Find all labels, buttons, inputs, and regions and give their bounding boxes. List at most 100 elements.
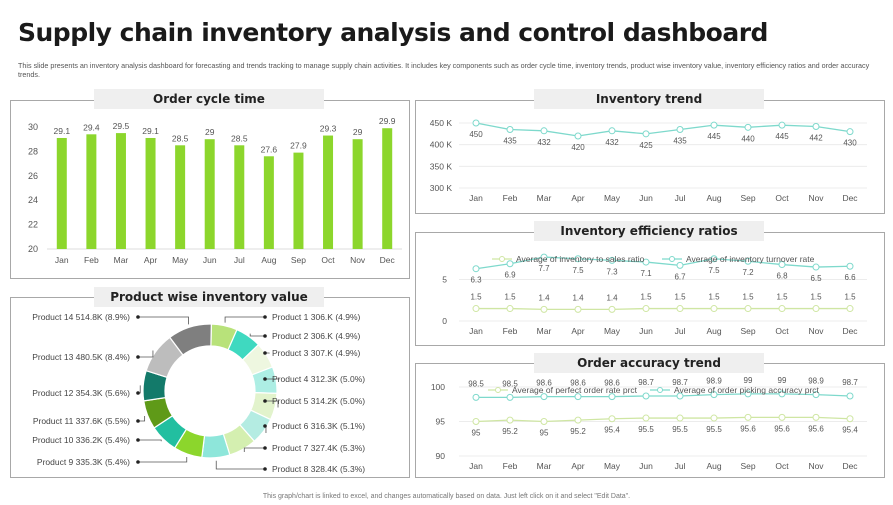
x-tick-label: Feb bbox=[503, 461, 518, 471]
data-point bbox=[710, 391, 718, 399]
x-tick-label: Feb bbox=[503, 193, 518, 203]
data-point bbox=[710, 305, 718, 313]
leader-line bbox=[224, 316, 265, 323]
data-point bbox=[778, 390, 786, 398]
leader-dot bbox=[263, 315, 267, 319]
y-tick-label: 0 bbox=[442, 316, 447, 326]
data-point bbox=[778, 413, 786, 421]
slice-label: Product 10 336.2K (5.4%) bbox=[32, 435, 130, 445]
data-label: 7.1 bbox=[640, 269, 652, 278]
bar-value-label: 29 bbox=[205, 127, 215, 137]
x-tick-label: Sep bbox=[740, 326, 755, 336]
slice-label: Product 7 327.4K (5.3%) bbox=[272, 443, 365, 453]
leader-line bbox=[138, 316, 189, 325]
y-tick-label: 350 K bbox=[430, 161, 453, 171]
data-label: 7.7 bbox=[538, 264, 550, 273]
slice-label: Product 4 312.3K (5.0%) bbox=[272, 374, 365, 384]
page-description: This slide presents an inventory analysi… bbox=[18, 61, 870, 79]
legend-marker bbox=[499, 256, 505, 262]
data-label: 445 bbox=[775, 132, 789, 141]
y-tick-label: 300 K bbox=[430, 183, 453, 193]
slice-label: Product 13 480.5K (8.4%) bbox=[32, 352, 130, 362]
data-label: 1.4 bbox=[606, 293, 618, 302]
x-tick-label: Mar bbox=[537, 193, 552, 203]
data-label: 1.4 bbox=[538, 293, 550, 302]
data-label: 98.6 bbox=[604, 379, 620, 388]
bar-value-label: 29.1 bbox=[142, 126, 159, 136]
x-tick-label: Aug bbox=[706, 193, 721, 203]
y-tick-label: 26 bbox=[28, 171, 38, 181]
data-label: 432 bbox=[605, 138, 619, 147]
x-tick-label: Oct bbox=[775, 326, 789, 336]
data-label: 98.7 bbox=[638, 378, 654, 387]
x-tick-label: Apr bbox=[571, 461, 584, 471]
series-line bbox=[476, 393, 851, 399]
efficiency-chart[interactable]: 0 5 Jan Feb Mar Apr May Jun Jul Aug Sep Oct Nov Dec 1.… bbox=[415, 243, 883, 343]
data-label: 95.5 bbox=[638, 425, 654, 434]
data-label: 98.9 bbox=[706, 377, 722, 386]
data-point bbox=[540, 253, 548, 261]
data-point bbox=[540, 305, 548, 313]
order-cycle-chart[interactable]: 20 22 24 26 28 30 29.1 Jan 29.4 Feb 29.5 Mar 29.1 Apr… bbox=[10, 110, 408, 270]
x-tick-label: Jun bbox=[639, 326, 653, 336]
data-point bbox=[574, 132, 582, 140]
data-point bbox=[710, 121, 718, 129]
slice-label: Product 9 335.3K (5.4%) bbox=[37, 457, 130, 467]
data-point bbox=[506, 260, 514, 268]
bar bbox=[323, 135, 334, 249]
slice-label: Product 8 328.4K (5.3%) bbox=[272, 464, 365, 474]
accuracy-title: Order accuracy trend bbox=[534, 353, 764, 373]
data-label: 95.5 bbox=[706, 425, 722, 434]
data-point bbox=[710, 414, 718, 422]
data-label: 435 bbox=[503, 137, 517, 146]
data-point bbox=[540, 418, 548, 425]
data-label: 435 bbox=[673, 137, 687, 146]
x-tick-label: Dec bbox=[380, 255, 396, 265]
data-label: 7.5 bbox=[572, 266, 584, 275]
x-tick-label: Nov bbox=[808, 193, 824, 203]
x-tick-label: Jun bbox=[639, 461, 653, 471]
x-tick-label: Jul bbox=[675, 461, 686, 471]
slice-label: Product 12 354.3K (5.6%) bbox=[32, 388, 130, 398]
product-value-title: Product wise inventory value bbox=[94, 287, 324, 307]
bar-value-label: 29 bbox=[353, 127, 363, 137]
bar bbox=[263, 156, 274, 249]
leader-line bbox=[138, 416, 146, 422]
y-tick-label: 30 bbox=[28, 122, 38, 132]
x-tick-label: Oct bbox=[775, 193, 789, 203]
data-point bbox=[642, 305, 650, 313]
data-point bbox=[676, 414, 684, 422]
leader-line bbox=[243, 447, 265, 453]
leader-dot bbox=[136, 438, 140, 442]
product-value-chart[interactable]: Product 1 306.K (4.9%) Product 2 306.K (4… bbox=[10, 297, 408, 476]
series-line bbox=[475, 416, 851, 423]
slice-label: Product 6 316.3K (5.1%) bbox=[272, 421, 365, 431]
data-label: 6.6 bbox=[844, 273, 856, 282]
x-tick-label: Dec bbox=[842, 326, 858, 336]
leader-dot bbox=[136, 391, 140, 395]
data-point bbox=[676, 126, 684, 133]
bar-value-label: 29.1 bbox=[54, 126, 71, 136]
data-label: 6.9 bbox=[504, 271, 516, 280]
accuracy-chart[interactable]: 90 95 100 Jan Feb Mar Apr May Jun Jul Aug Sep Oct Nov… bbox=[415, 374, 883, 476]
data-point bbox=[608, 415, 616, 423]
data-label: 95.6 bbox=[740, 424, 756, 433]
leader-dot bbox=[263, 467, 267, 471]
data-label: 445 bbox=[707, 132, 721, 141]
data-point bbox=[744, 123, 752, 131]
leader-line bbox=[138, 439, 162, 442]
x-tick-label: Nov bbox=[808, 326, 824, 336]
data-point bbox=[778, 261, 786, 269]
data-point bbox=[608, 256, 616, 264]
order-cycle-title: Order cycle time bbox=[94, 89, 324, 109]
inventory-trend-title: Inventory trend bbox=[534, 89, 764, 109]
x-tick-label: Sep bbox=[291, 255, 306, 265]
y-tick-label: 400 K bbox=[430, 140, 453, 150]
x-tick-label: Nov bbox=[350, 255, 366, 265]
x-tick-label: Aug bbox=[706, 461, 721, 471]
data-label: 95.4 bbox=[604, 426, 620, 435]
inventory-trend-chart[interactable]: 300 K 350 K 400 K 450 K Jan Feb Mar Apr May Jun Ju… bbox=[415, 110, 883, 210]
data-label: 99 bbox=[744, 376, 753, 385]
y-tick-label: 22 bbox=[28, 220, 38, 230]
bar bbox=[86, 134, 97, 249]
